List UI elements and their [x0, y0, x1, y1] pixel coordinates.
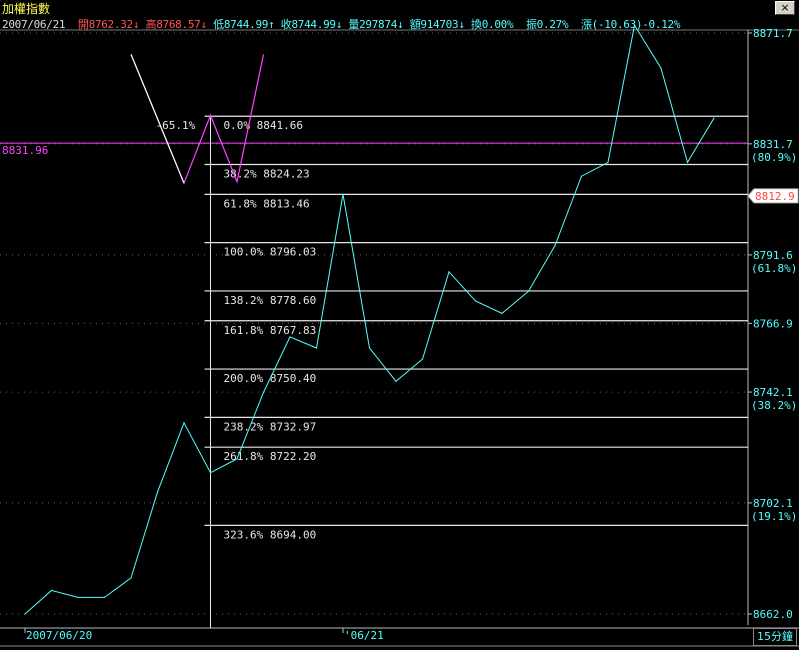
fib-level-label-5: 161.8% 8767.83	[224, 324, 317, 337]
amount-value: 914703	[420, 18, 459, 31]
fib-level-label-7: 238.2% 8732.97	[224, 420, 317, 433]
price-point-24	[660, 67, 662, 69]
turnover-label: 換	[470, 18, 482, 31]
period-button[interactable]: 15分鐘	[753, 628, 797, 646]
price-point-10	[289, 336, 291, 338]
reference-line-label: 8831.96	[2, 144, 48, 157]
change-label: 漲	[580, 18, 592, 31]
chart-title: 加權指數	[2, 2, 51, 16]
close-value: 8744.99	[291, 18, 336, 31]
price-point-9	[262, 391, 265, 393]
current-price-marker	[747, 188, 799, 204]
fib-level-label-2: 61.8% 8813.46	[224, 197, 310, 210]
fib-level-label-3: 100.0% 8796.03	[224, 246, 317, 259]
price-point-13	[368, 347, 371, 349]
price-point-2	[77, 596, 79, 598]
y-tick-label-1: 8831.7	[753, 138, 793, 151]
fib-level-label-4: 138.2% 8778.60	[224, 294, 317, 307]
low-label: 低	[213, 18, 224, 31]
price-point-12	[342, 193, 344, 195]
amount-label: 額	[409, 18, 421, 31]
price-point-17	[474, 300, 477, 302]
price-point-25	[686, 161, 689, 163]
low-arrow: ↑	[268, 18, 275, 31]
price-point-0	[24, 613, 26, 615]
price-point-19	[527, 290, 530, 292]
volume-arrow: ↓	[397, 18, 404, 31]
price-point-14	[395, 380, 397, 382]
price-point-4	[130, 577, 132, 579]
y-tick-pct-2: (61.8%)	[751, 262, 797, 275]
price-point-15	[421, 358, 424, 360]
open-label: 開	[77, 18, 89, 31]
price-point-8	[236, 458, 238, 460]
pattern-annotation: -65.1%	[156, 119, 196, 132]
y-tick-label-2: 8791.6	[753, 249, 793, 262]
price-point-20	[554, 244, 556, 247]
price-point-18	[501, 312, 503, 314]
price-point-3	[103, 596, 106, 598]
close-arrow: ↓	[335, 18, 343, 31]
y-tick-label-6: 8662.0	[753, 608, 793, 621]
volume-label: 量	[348, 18, 360, 31]
y-tick-pct-4: (38.2%)	[751, 399, 797, 412]
y-tick-label-0: 8871.7	[753, 27, 793, 40]
x-tick-label-0: 2007/06/20	[26, 629, 92, 642]
fib-level-label-1: 38.2% 8824.23	[224, 168, 310, 181]
amplitude-value: 0.27%	[536, 18, 569, 31]
change-value: (-10.63)-0.12%	[591, 18, 681, 31]
price-point-16	[448, 271, 450, 273]
high-label: 高	[145, 18, 157, 31]
quote-date: 2007/06/21	[2, 18, 66, 31]
price-point-6	[183, 422, 185, 424]
price-point-23	[633, 24, 636, 26]
price-point-1	[50, 589, 53, 592]
turnover-value: 0.00%	[481, 18, 514, 31]
pattern-leg-highlight	[130, 54, 185, 184]
y-tick-label-3: 8766.9	[753, 317, 793, 330]
fib-level-label-9: 323.6% 8694.00	[224, 528, 317, 541]
price-point-11	[315, 347, 318, 349]
open-arrow: ↓	[132, 18, 140, 31]
current-price-label: 8812.9	[755, 190, 795, 203]
amount-arrow: ↓	[458, 18, 465, 31]
y-tick-pct-5: (19.1%)	[751, 510, 797, 523]
amplitude-label: 振	[525, 18, 537, 31]
y-tick-pct-1: (80.9%)	[751, 151, 797, 164]
price-point-7	[209, 472, 212, 474]
close-label: 收	[280, 18, 292, 31]
price-point-21	[580, 175, 583, 177]
high-value: 8768.57	[156, 18, 201, 31]
fib-level-label-0: 0.0% 8841.66	[224, 119, 303, 132]
open-value: 8762.32	[88, 18, 134, 31]
price-point-22	[607, 161, 609, 163]
x-tick-label-1: '06/21	[344, 629, 384, 642]
price-point-5	[156, 491, 159, 493]
price-point-26	[713, 117, 715, 119]
fib-level-label-8: 261.8% 8722.20	[224, 450, 317, 463]
close-button[interactable]: ×	[775, 1, 795, 15]
low-value: 8744.99	[223, 18, 269, 31]
high-arrow: ↓	[200, 18, 207, 31]
y-tick-label-5: 8702.1	[753, 497, 793, 510]
y-tick-label-4: 8742.1	[753, 386, 793, 399]
volume-value: 297874	[359, 18, 398, 31]
quote-info-bar: 2007/06/21 開8762.32↓ 高8768.57↓ 低8744.99↑…	[2, 16, 680, 32]
